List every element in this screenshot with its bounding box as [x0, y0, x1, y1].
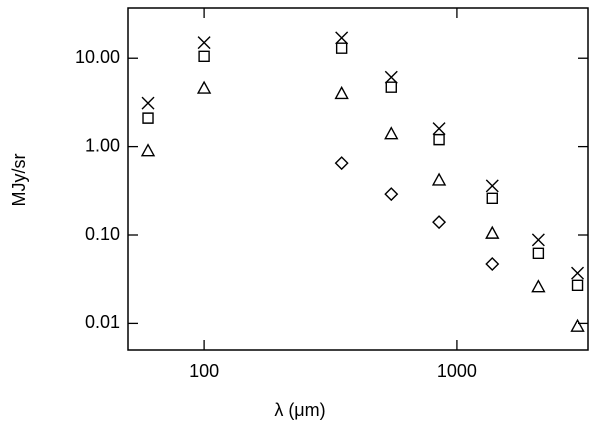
marker-triangle	[140, 143, 156, 157]
marker-square	[385, 81, 397, 93]
marker-x	[141, 96, 155, 110]
marker-x	[432, 122, 446, 136]
y-axis-label: MJy/sr	[9, 154, 29, 207]
marker-x	[384, 70, 398, 84]
y-tick-label: 0.01	[85, 312, 120, 332]
marker-diamond	[432, 215, 447, 230]
y-tick-label: 10.00	[75, 47, 120, 67]
plot-frame	[127, 7, 589, 351]
marker-x	[197, 36, 211, 50]
marker-x	[485, 179, 499, 193]
marker-square	[198, 50, 210, 63]
marker-x	[335, 31, 349, 45]
marker-square	[433, 133, 445, 146]
marker-square	[335, 42, 348, 54]
x-tick-label: 100	[189, 361, 219, 381]
marker-square	[486, 192, 498, 205]
marker-diamond	[485, 256, 500, 271]
marker-diamond	[384, 187, 399, 202]
x-tick-label: 1000	[437, 361, 477, 381]
x-axis-label: λ (μm)	[274, 400, 325, 420]
marker-triangle	[334, 85, 349, 100]
marker-triangle	[196, 80, 212, 94]
marker-square	[532, 247, 545, 260]
marker-triangle	[431, 172, 447, 186]
marker-triangle	[485, 225, 500, 239]
y-tick-label: 1.00	[85, 135, 120, 155]
marker-x	[571, 266, 585, 280]
marker-x	[531, 233, 545, 247]
marker-diamond	[334, 156, 349, 171]
y-tick-label: 0.10	[85, 224, 120, 244]
marker-square	[142, 112, 154, 124]
marker-triangle	[531, 279, 546, 293]
marker-square	[571, 279, 584, 291]
marker-triangle	[384, 126, 399, 140]
marker-triangle	[570, 318, 585, 332]
